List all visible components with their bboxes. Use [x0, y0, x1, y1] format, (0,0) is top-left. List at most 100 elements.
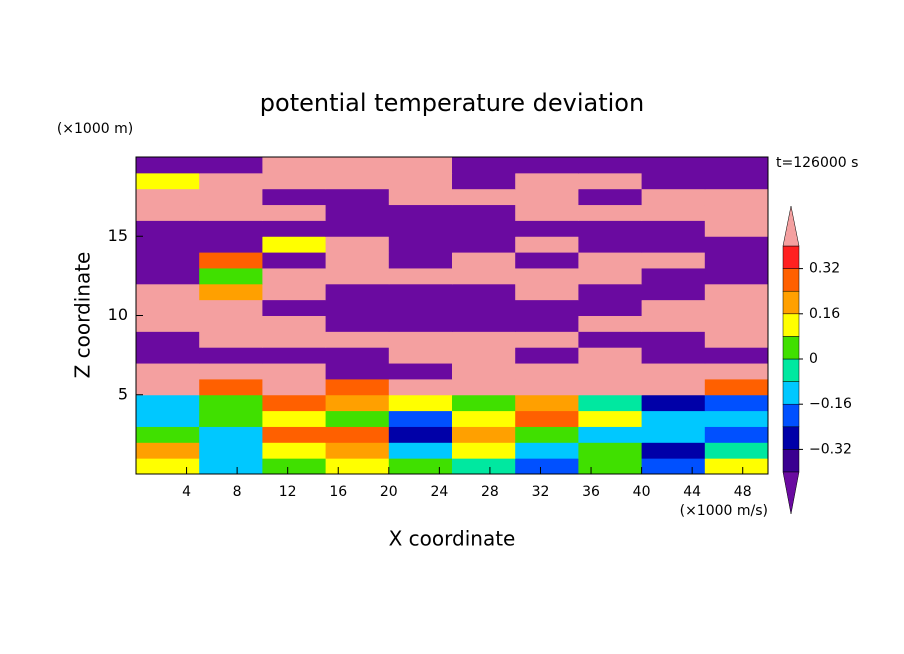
contour-cell [515, 283, 579, 301]
contour-cell [199, 378, 263, 396]
contour-cell [704, 204, 769, 221]
contour-cell [199, 331, 263, 348]
colorbar-tick-label: −0.16 [809, 396, 852, 412]
contour-cell [136, 331, 200, 348]
contour-cell [452, 172, 516, 190]
contour-cell [641, 458, 706, 475]
contour-cell [452, 442, 516, 459]
contour-cell [325, 347, 390, 364]
contour-cell [262, 236, 327, 253]
contour-cell [262, 188, 327, 206]
contour-cell [199, 394, 263, 412]
contour-cell [136, 458, 200, 475]
contour-cell [136, 252, 200, 269]
contour-cell [578, 331, 643, 348]
contour-cell [578, 410, 643, 427]
x-unit: (×1000 m/s) [680, 503, 768, 519]
colorbar-band [782, 426, 800, 450]
contour-cell [262, 315, 327, 332]
contour-cell [452, 378, 516, 396]
contour-cell [641, 188, 706, 206]
contour-cell [199, 426, 263, 443]
contour-cell [641, 410, 706, 427]
contour-cell [325, 157, 390, 174]
contour-cell [641, 236, 706, 253]
contour-cell [704, 410, 769, 427]
contour-cell [578, 426, 643, 443]
contour-cell [388, 172, 453, 190]
contour-cell [199, 315, 263, 332]
contour-cell [452, 315, 516, 332]
contour-cell [388, 299, 453, 316]
contour-cell [452, 363, 516, 380]
contour-cell [262, 394, 327, 412]
contour-cell [704, 283, 769, 301]
contour-cell [199, 299, 263, 316]
contour-cell [578, 394, 643, 412]
contour-cell [388, 378, 453, 396]
y-axis-label: Z coordinate [71, 252, 95, 379]
contour-cell [325, 315, 390, 332]
contour-cell [704, 299, 769, 316]
contour-cell [704, 252, 769, 269]
contour-cell [578, 363, 643, 380]
colorbar-extend-high [782, 205, 800, 247]
contour-cell [578, 188, 643, 206]
contour-cell [515, 220, 579, 237]
colorbar: 0.32 0.16 0 −0.16 −0.32 [782, 205, 852, 515]
contour-cell [641, 331, 706, 348]
contour-cell [136, 315, 200, 332]
x-tick-label: 4 [182, 484, 191, 500]
contour-cell [452, 236, 516, 253]
x-tick-label: 40 [633, 484, 651, 500]
contour-cell [515, 347, 579, 364]
contour-cell [641, 157, 706, 174]
time-annotation: t=126000 s [776, 155, 858, 171]
contour-cell [578, 220, 643, 237]
contour-cell [136, 204, 200, 221]
contour-cell [388, 394, 453, 412]
contour-cell [388, 236, 453, 253]
contour-cell [199, 442, 263, 459]
contour-cell [388, 331, 453, 348]
contour-cell [452, 283, 516, 301]
contour-cell [578, 252, 643, 269]
contour-cell [704, 157, 769, 174]
contour-cell [262, 378, 327, 396]
x-tick-label: 12 [279, 484, 297, 500]
contour-cell [578, 299, 643, 316]
contour-cell [325, 299, 390, 316]
y-tick-label: 5 [118, 384, 128, 403]
contour-cell [136, 363, 200, 380]
colorbar-tick-label: 0 [809, 351, 818, 367]
contour-cell [704, 267, 769, 285]
contour-cell [325, 426, 390, 443]
contour-cell [262, 157, 327, 174]
contour-cell [262, 442, 327, 459]
contour-cell [199, 252, 263, 269]
contour-cell [199, 283, 263, 301]
contour-cell [262, 204, 327, 221]
contour-cell [262, 426, 327, 443]
contour-cell [136, 442, 200, 459]
contour-cell [325, 172, 390, 190]
colorbar-band [782, 336, 800, 360]
contour-cell [325, 252, 390, 269]
colorbar-band [782, 268, 800, 292]
contour-cell [325, 204, 390, 221]
contour-cell [515, 410, 579, 427]
contour-cell [452, 410, 516, 427]
contour-cell [136, 157, 200, 174]
x-tick-label: 8 [233, 484, 242, 500]
contour-cell [262, 267, 327, 285]
contour-cell [136, 172, 200, 190]
contour-cell [515, 363, 579, 380]
contour-cell [262, 172, 327, 190]
x-tick-label: 44 [683, 484, 701, 500]
contour-cell [388, 442, 453, 459]
contour-cell [388, 204, 453, 221]
contour-cell [515, 426, 579, 443]
contour-cell [578, 283, 643, 301]
contour-cell [136, 410, 200, 427]
colorbar-band [782, 449, 800, 473]
